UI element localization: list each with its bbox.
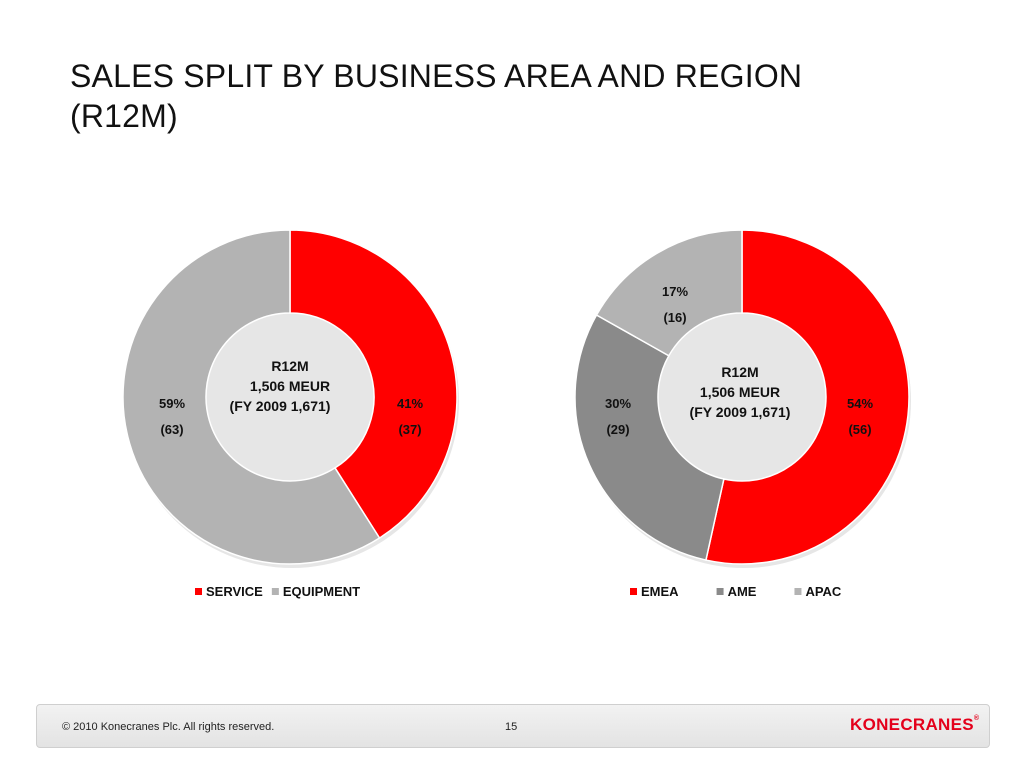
donut-center-text-line-2: 1,506 MEUR — [700, 384, 780, 400]
legend-label-ame: AME — [728, 584, 757, 599]
data-label-equipment-percent: 59% — [159, 396, 185, 411]
legend-swatch-equipment — [271, 588, 279, 595]
donut-slice-equipment — [122, 229, 381, 565]
legend-label-apac: APAC — [805, 584, 841, 599]
legend-swatch-emea — [630, 588, 637, 595]
data-label-equipment-prior: (63) — [160, 422, 183, 437]
slide-title-line-2: (R12M) — [70, 98, 178, 134]
donut-center-text-line-1: R12M — [271, 358, 308, 374]
copyright-text: © 2010 Konecranes Plc. All rights reserv… — [62, 721, 275, 733]
donut-center-text-line-1: R12M — [721, 364, 758, 380]
legend-label-emea: EMEA — [641, 584, 679, 599]
legend-label-service: SERVICE — [206, 584, 263, 599]
legend-swatch-service — [195, 588, 202, 595]
konecranes-logo: KONECRANES® — [850, 715, 979, 735]
slide-title: SALES SPLIT BY BUSINESS AREA AND REGION … — [70, 56, 930, 136]
region-donut-chart: 54% (56) 30% (29) 17% (16) R12M 1,506 MEUR (FY 2… — [574, 229, 911, 599]
business-area-donut-chart: 41% (37) 59% (63) R12M 1,506 MEUR (FY 2009 1,6… — [122, 229, 459, 599]
data-label-emea-prior: (56) — [848, 422, 871, 437]
data-label-ame-percent: 30% — [605, 396, 631, 411]
donut-center-text-line-3: (FY 2009 1,671) — [690, 404, 791, 420]
donut-slice-ame — [574, 313, 725, 561]
data-label-ame-prior: (29) — [606, 422, 629, 437]
legend-swatch-ame — [716, 588, 724, 595]
footer-bar — [36, 704, 990, 748]
data-label-apac-prior: (16) — [663, 310, 686, 325]
donut-center-text-line-2: 1,506 MEUR — [250, 378, 330, 394]
donut-slice-emea — [705, 229, 910, 565]
data-label-service-prior: (37) — [398, 422, 421, 437]
logo-text: KONECRANES — [850, 715, 974, 734]
data-label-emea-percent: 54% — [847, 396, 873, 411]
legend-label-equipment: EQUIPMENT — [283, 584, 360, 599]
slide-title-line-1: SALES SPLIT BY BUSINESS AREA AND REGION — [70, 58, 803, 94]
data-label-service-percent: 41% — [397, 396, 423, 411]
donut-slice-apac — [595, 229, 743, 357]
donut-slice-service — [289, 229, 458, 540]
logo-registered-mark: ® — [973, 715, 980, 722]
donut-center-text-line-3: (FY 2009 1,671) — [230, 398, 331, 414]
data-label-apac-percent: 17% — [662, 284, 688, 299]
legend-swatch-apac — [794, 588, 802, 595]
page-number: 15 — [505, 721, 518, 733]
